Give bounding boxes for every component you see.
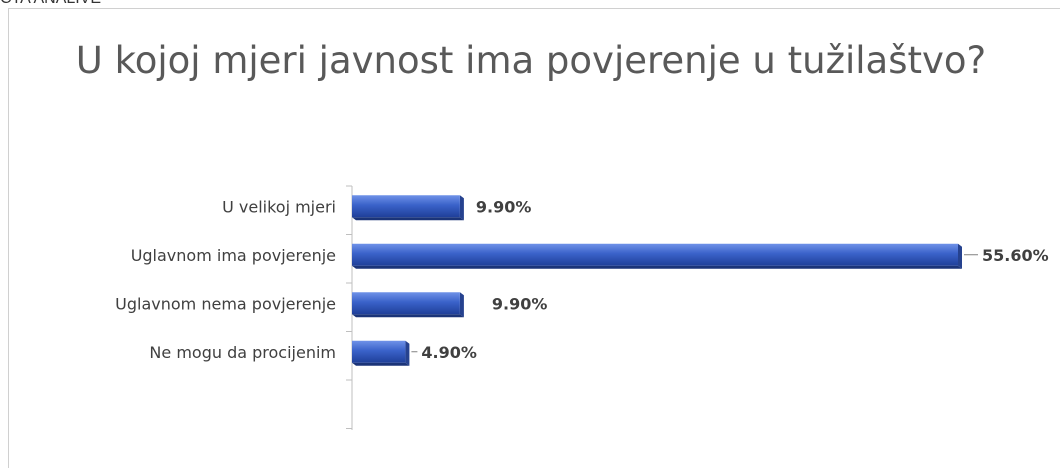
bar-bottom — [352, 217, 464, 221]
cropped-header-text: CTA ANALIVE — [0, 0, 101, 8]
bar-side — [459, 292, 464, 318]
data-label: 4.90% — [421, 343, 477, 362]
data-label: 55.60% — [982, 246, 1049, 265]
data-label: 9.90% — [492, 294, 548, 313]
bar-side — [459, 195, 464, 221]
bar-side — [958, 243, 962, 269]
bar — [352, 195, 460, 218]
chart-frame — [8, 8, 1060, 468]
category-label: Uglavnom ima povjerenje — [131, 246, 336, 265]
bar-bottom — [352, 265, 962, 269]
bar-side — [405, 340, 410, 366]
category-label: U velikoj mjeri — [222, 197, 336, 216]
bar-bottom — [352, 362, 410, 366]
category-label: Uglavnom nema povjerenje — [115, 294, 336, 313]
bar — [352, 243, 958, 266]
bar-bottom — [352, 314, 464, 318]
bar — [352, 340, 406, 363]
data-label: 9.90% — [476, 197, 532, 216]
category-label: Ne mogu da procijenim — [149, 343, 336, 362]
bar — [352, 292, 460, 315]
bar-chart: U velikoj mjeri 9.90% Uglavnom ima povjere… — [115, 185, 1049, 430]
chart-title: U kojoj mjeri javnost ima povjerenje u t… — [75, 39, 987, 82]
